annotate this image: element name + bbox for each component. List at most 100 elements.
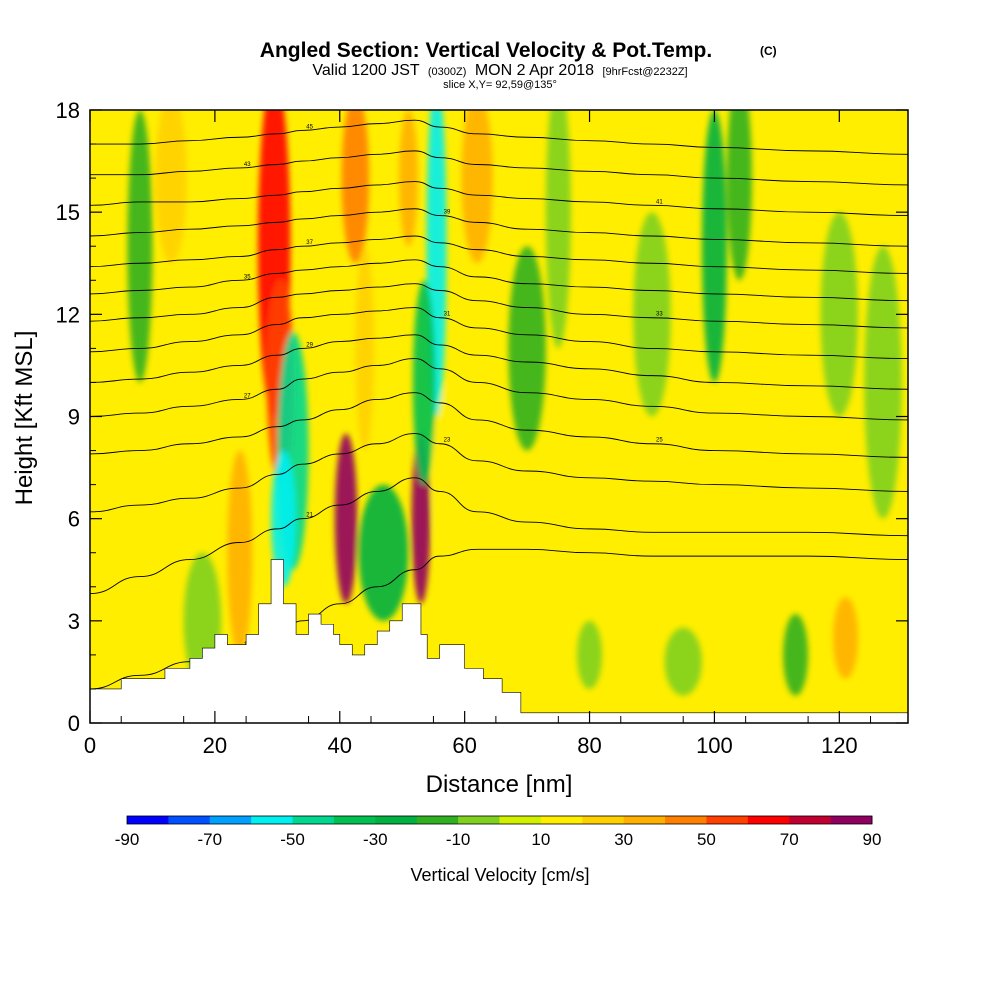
colorbar-swatch-12 [623,816,666,824]
x-tick-label-3: 60 [452,733,476,758]
isentrope-line-23 [90,433,908,513]
x-tick-label-0: 0 [84,733,96,758]
y-tick-label-3: 9 [68,405,80,430]
colorbar-tick-label-1: -70 [197,830,222,849]
velocity-cell-4 [334,433,358,604]
colorbar-tick-label-6: 30 [614,830,633,849]
velocity-cell-20 [633,212,671,417]
colorbar-swatch-3 [251,816,294,824]
x-tick-label-4: 80 [577,733,601,758]
x-axis-label: Distance [nm] [426,771,573,798]
isentrope-label-27: 27 [244,393,251,399]
colorbar-tick-label-0: -90 [115,830,140,849]
colorbar-tick-label-7: 50 [697,830,716,849]
plot-background [90,110,908,723]
x-axis: 0 20 40 60 80 100 120 [84,110,872,758]
colorbar-tick-label-2: -50 [280,830,305,849]
colorbar-tick-label-8: 70 [780,830,799,849]
velocity-cell-30 [758,450,796,519]
y-tick-label-6: 18 [56,98,80,123]
colorbar-swatch-15 [747,816,790,824]
isentrope-line-43 [90,150,908,186]
isentrope-label-23: 23 [444,438,451,444]
y-tick-label-2: 6 [68,507,80,532]
isentrope-label-35: 35 [244,274,251,280]
colorbar-tick-label-4: -10 [446,830,471,849]
isentrope-line-25 [90,392,908,458]
subtitle-valid: Valid 1200 JST [312,62,420,79]
colorbar: -90 -70 -50 -30 -10 10 30 50 70 90 [115,815,882,849]
colorbar-swatch-10 [540,816,583,824]
chart-title: Angled Section: Vertical Velocity & Pot.… [260,39,712,62]
isentrope-line-33 [90,283,908,329]
x-tick-label-1: 20 [203,733,227,758]
velocity-cell-11 [399,110,418,247]
x-tick-label-5: 100 [696,733,733,758]
colorbar-swatch-7 [416,816,459,824]
velocity-cell-5 [341,110,370,264]
isentrope-label-37: 37 [306,240,313,246]
colorbar-swatch-8 [458,816,500,824]
velocity-cell-12 [461,110,493,264]
isentrope-label-31: 31 [444,312,451,318]
y-tick-label-4: 12 [56,302,80,327]
velocity-cell-17 [127,110,153,383]
isentrope-line-29 [90,334,908,390]
colorbar-swatch-5 [333,816,376,824]
velocity-cell-18 [508,246,546,451]
colorbar-swatch-9 [499,816,542,824]
velocity-cell-22 [726,110,752,281]
chart-subtitle: Valid 1200 JST (0300Z) MON 2 Apr 2018 [9… [312,62,687,79]
x-tick-label-2: 40 [328,733,352,758]
velocity-cell-29 [602,433,640,502]
chart-title-suffix: (C) [760,44,777,58]
colorbar-tick-label-5: 10 [531,830,550,849]
isentrope-line-41 [90,181,908,217]
velocity-cell-13 [433,382,471,587]
colorbar-swatch-1 [168,816,211,824]
subtitle-zulu: (0300Z) [428,66,467,78]
y-tick-label-1: 3 [68,609,80,634]
colorbar-swatch-16 [789,816,832,824]
colorbar-swatch-14 [706,816,749,824]
isentropes: 1921232527293133353739414345 [90,119,908,690]
colorbar-swatch-2 [209,816,252,824]
y-tick-label-0: 0 [68,711,80,736]
colorbar-tick-label-9: 90 [863,830,882,849]
colorbar-tick-label-3: -30 [363,830,388,849]
isentrope-label-33: 33 [656,312,663,318]
isentrope-label-21: 21 [306,513,313,519]
subtitle-forecast: [9hrFcst@2232Z] [602,66,687,78]
velocity-cell-28 [577,620,603,689]
colorbar-swatch-6 [375,816,418,824]
y-axis: 0 3 6 9 12 15 18 [56,98,908,736]
isentrope-line-31 [90,307,908,360]
isentrope-line-45 [90,119,908,155]
velocity-cell-10 [412,280,436,485]
velocity-cell-27 [664,627,702,696]
colorbar-swatch-11 [582,816,625,824]
velocity-cell-26 [783,614,809,696]
colorbar-swatch-0 [127,816,169,824]
isentrope-line-37 [90,235,908,274]
terrain-mask [90,559,908,723]
isentrope-label-45: 45 [306,124,313,130]
x-tick-label-6: 120 [821,733,858,758]
colorbar-label: Vertical Velocity [cm/s] [410,865,589,885]
isentrope-label-43: 43 [244,162,251,168]
velocity-cell-23 [820,212,859,417]
velocity-cell-3 [271,450,297,587]
velocity-cell-19 [545,110,571,349]
velocity-cell-6 [355,246,375,451]
subtitle-date: MON 2 Apr 2018 [475,62,594,79]
isentrope-line-35 [90,259,908,302]
velocity-cell-7 [358,484,409,621]
isentrope-label-41: 41 [656,199,663,205]
y-axis-label: Height [Kft MSL] [11,331,38,506]
slice-label: slice X,Y= 92,59@135° [443,79,557,91]
isentrope-line-27 [90,358,908,421]
isentrope-label-29: 29 [306,342,313,348]
isentrope-line-39 [90,208,908,247]
isentrope-line-21 [90,477,908,595]
